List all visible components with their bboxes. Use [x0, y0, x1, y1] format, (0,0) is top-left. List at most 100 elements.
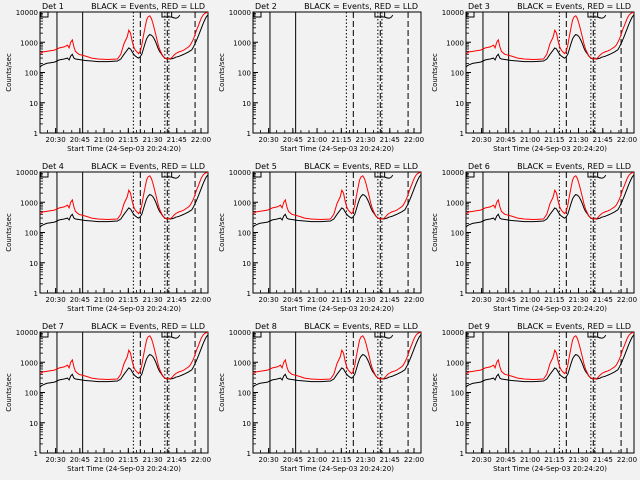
series-line-lld — [40, 12, 208, 61]
series-line-events — [466, 334, 634, 388]
x-tick-label: 22:00 — [191, 136, 211, 144]
x-tick-label: 21:15 — [118, 456, 138, 464]
panel-title: Det 8 — [255, 322, 277, 331]
series-line-events — [466, 14, 634, 68]
y-axis-label: Counts/sec — [5, 53, 13, 92]
y-tick-label: 100 — [238, 70, 251, 78]
y-tick-label: 1 — [34, 290, 38, 298]
interval-marker-box — [466, 331, 475, 338]
x-axis-label: Start Time (24-Sep-03 20:24:20) — [280, 465, 394, 473]
x-tick-label: 20:45 — [283, 136, 303, 144]
y-tick-label: 100 — [25, 390, 38, 398]
x-tick-label: 21:30 — [355, 456, 375, 464]
plot-frame — [465, 11, 635, 134]
series-line-events — [40, 14, 208, 68]
x-tick-label: 20:30 — [472, 136, 492, 144]
y-tick-label: 1 — [34, 450, 38, 458]
interval-marker-box — [253, 171, 262, 178]
y-tick-label: 10 — [29, 100, 38, 108]
x-tick-label: 21:00 — [307, 456, 327, 464]
y-axis-label: Counts/sec — [5, 373, 13, 412]
x-tick-label: 21:30 — [142, 456, 162, 464]
x-tick-label: 22:00 — [617, 296, 637, 304]
y-tick-label: 1 — [247, 450, 251, 458]
y-axis-label: Counts/sec — [431, 373, 439, 412]
plot-frame — [39, 331, 209, 454]
x-axis-label: Start Time (24-Sep-03 20:24:20) — [280, 145, 394, 153]
y-tick-label: 100 — [451, 390, 464, 398]
x-tick-label: 21:15 — [331, 456, 351, 464]
detector-panel: 1 10 100 1000 10000 20:30 20:45 21:00 21:15 21:30… — [5, 162, 211, 313]
x-tick-label: 22:00 — [404, 296, 424, 304]
y-tick-label: 1000 — [20, 39, 38, 47]
saa-marker-bracket — [161, 332, 181, 339]
x-tick-label: 21:45 — [380, 296, 400, 304]
interval-marker-box — [466, 11, 475, 18]
x-tick-label: 22:00 — [191, 296, 211, 304]
x-tick-label: 21:45 — [167, 136, 187, 144]
legend-text: BLACK = Events, RED = LLD — [91, 322, 205, 331]
y-tick-label: 100 — [451, 230, 464, 238]
x-tick-label: 20:45 — [70, 456, 90, 464]
interval-marker-box — [40, 11, 49, 18]
series-line-events — [466, 174, 634, 228]
panel-title: Det 5 — [255, 162, 277, 171]
x-tick-label: 21:15 — [331, 296, 351, 304]
saa-marker-bracket — [587, 12, 607, 19]
y-tick-label: 1000 — [20, 199, 38, 207]
x-tick-label: 21:45 — [167, 296, 187, 304]
x-tick-label: 22:00 — [404, 136, 424, 144]
interval-marker-box — [40, 171, 49, 178]
saa-marker-bracket — [161, 12, 181, 19]
x-tick-label: 20:30 — [472, 296, 492, 304]
x-tick-label: 21:00 — [307, 296, 327, 304]
x-tick-label: 20:30 — [259, 456, 279, 464]
saa-marker-bracket — [587, 172, 607, 179]
y-tick-label: 100 — [238, 390, 251, 398]
y-tick-label: 100 — [25, 230, 38, 238]
y-tick-label: 1 — [460, 450, 464, 458]
y-tick-label: 100 — [451, 70, 464, 78]
y-axis-label: Counts/sec — [431, 213, 439, 252]
x-tick-label: 20:30 — [46, 456, 66, 464]
x-axis-label: Start Time (24-Sep-03 20:24:20) — [493, 305, 607, 313]
x-tick-label: 20:30 — [46, 136, 66, 144]
x-tick-label: 21:00 — [94, 456, 114, 464]
x-tick-label: 21:30 — [568, 136, 588, 144]
series-line-events — [253, 334, 421, 388]
legend-text: BLACK = Events, RED = LLD — [517, 322, 631, 331]
x-tick-label: 22:00 — [617, 456, 637, 464]
x-tick-label: 21:15 — [118, 296, 138, 304]
y-tick-label: 1 — [460, 290, 464, 298]
legend-text: BLACK = Events, RED = LLD — [91, 162, 205, 171]
y-tick-label: 10 — [242, 420, 251, 428]
detector-panel: 1 10 100 1000 10000 20:30 20:45 21:00 21:15 21:30… — [218, 322, 424, 473]
y-axis-label: Counts/sec — [218, 53, 226, 92]
x-tick-label: 21:45 — [380, 456, 400, 464]
interval-marker-box — [253, 11, 262, 18]
detector-panel: 1 10 100 1000 10000 20:30 20:45 21:00 21:15 21:30… — [431, 2, 637, 153]
detector-panel: 1 10 100 1000 10000 20:30 20:45 21:00 21:15 21:30… — [5, 322, 211, 473]
x-tick-label: 21:00 — [520, 136, 540, 144]
legend-text: BLACK = Events, RED = LLD — [91, 2, 205, 11]
series-line-events — [40, 174, 208, 228]
series-line-lld — [466, 172, 634, 221]
x-tick-label: 21:15 — [544, 296, 564, 304]
x-tick-label: 21:00 — [94, 296, 114, 304]
plot-frame — [252, 11, 422, 134]
panel-title: Det 6 — [468, 162, 490, 171]
x-tick-label: 22:00 — [404, 456, 424, 464]
y-tick-label: 1000 — [446, 39, 464, 47]
x-tick-label: 20:30 — [259, 136, 279, 144]
y-axis-label: Counts/sec — [5, 213, 13, 252]
x-tick-label: 22:00 — [617, 136, 637, 144]
legend-text: BLACK = Events, RED = LLD — [517, 162, 631, 171]
x-tick-label: 21:00 — [307, 136, 327, 144]
series-line-events — [253, 174, 421, 228]
x-tick-label: 21:45 — [167, 456, 187, 464]
x-tick-label: 21:00 — [94, 136, 114, 144]
y-tick-label: 10000 — [229, 329, 251, 337]
panel-title: Det 7 — [42, 322, 64, 331]
y-tick-label: 100 — [238, 230, 251, 238]
x-tick-label: 21:45 — [593, 136, 613, 144]
